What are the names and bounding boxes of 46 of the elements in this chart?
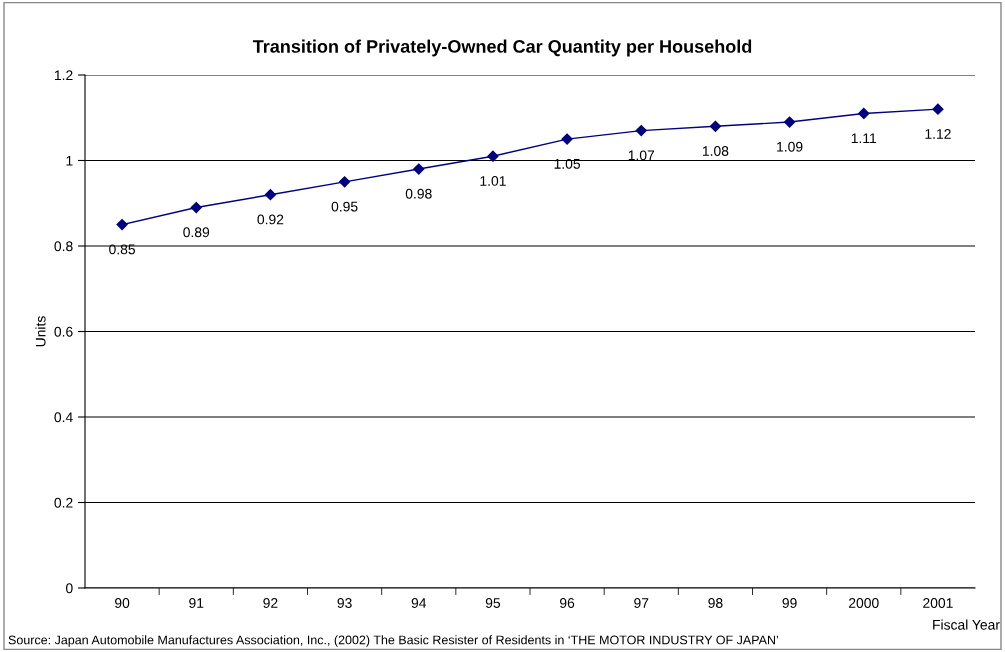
x-tick-label: 2001 [923, 598, 953, 608]
point [932, 103, 944, 115]
source-note: Source: Japan Automobile Manufactures Association, Inc., (2002) The Basic Resister of Residents in ‘THE MOTOR INDUSTRY OF JAPAN’ [8, 635, 778, 647]
y-tick-label: 1 [66, 155, 73, 166]
data-label: 0.85 [109, 244, 136, 255]
point [413, 163, 425, 175]
x-tick-label: 92 [263, 598, 278, 608]
x-tick-label: 94 [411, 598, 427, 608]
point [487, 150, 499, 162]
y-tick-label: 1.2 [54, 70, 73, 81]
data-label: 0.95 [331, 201, 358, 212]
y-tick-label: 0.6 [54, 326, 73, 337]
x-tick-label: 99 [782, 598, 797, 608]
point [190, 201, 202, 214]
chart-title: Transition of Privately-Owned Car Quantity per Household [252, 39, 752, 57]
y-axis-title: Units [35, 316, 46, 347]
y-tick-label: 0.8 [54, 241, 73, 252]
point [783, 116, 796, 128]
point [858, 107, 870, 120]
y-tick-label: 0.2 [54, 497, 73, 508]
data-label: 1.07 [628, 150, 655, 161]
data-label: 1.09 [777, 141, 803, 152]
data-label: 1.11 [851, 133, 877, 143]
x-tick-label: 96 [560, 598, 575, 608]
x-tick-label: 91 [189, 598, 204, 608]
point [116, 219, 128, 231]
x-axis-title: Fiscal Year [933, 619, 1000, 630]
data-label: 0.92 [257, 214, 284, 225]
x-tick-label: 90 [115, 598, 130, 608]
data-label: 1.12 [925, 129, 951, 139]
point [338, 176, 351, 188]
x-tick-label: 2000 [849, 598, 879, 608]
point [709, 120, 722, 132]
point [561, 133, 573, 145]
x-tick-label: 95 [485, 598, 501, 608]
x-tick-label: 97 [634, 598, 649, 608]
data-label: 1.01 [480, 176, 506, 186]
y-tick-label: 0 [66, 583, 73, 594]
y-tick-label: 0.4 [54, 412, 73, 423]
x-tick-label: 98 [708, 598, 723, 608]
data-label: 0.89 [183, 227, 210, 238]
point [264, 189, 277, 201]
point [635, 124, 647, 137]
data-label: 0.98 [405, 188, 432, 199]
x-tick-label: 93 [337, 598, 352, 608]
data-label: 1.08 [702, 146, 729, 156]
